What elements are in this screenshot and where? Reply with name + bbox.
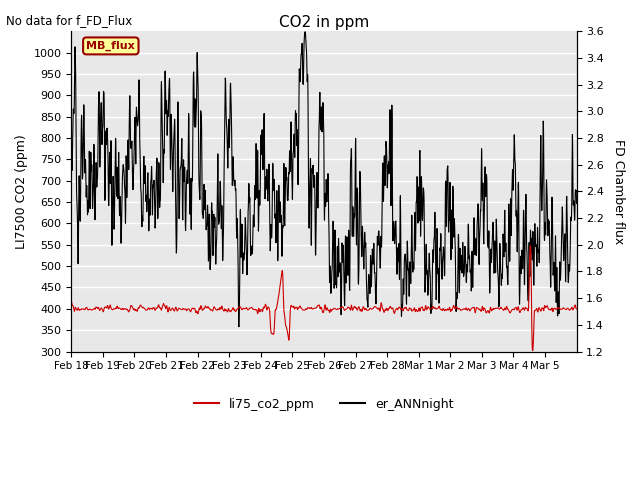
Text: MB_flux: MB_flux <box>86 41 135 51</box>
Y-axis label: FD Chamber flux: FD Chamber flux <box>612 139 625 244</box>
Text: No data for f_FD_Flux: No data for f_FD_Flux <box>6 14 132 27</box>
Title: CO2 in ppm: CO2 in ppm <box>279 15 369 30</box>
Y-axis label: LI7500 CO2 (ppm): LI7500 CO2 (ppm) <box>15 134 28 249</box>
Legend: li75_co2_ppm, er_ANNnight: li75_co2_ppm, er_ANNnight <box>189 393 459 416</box>
